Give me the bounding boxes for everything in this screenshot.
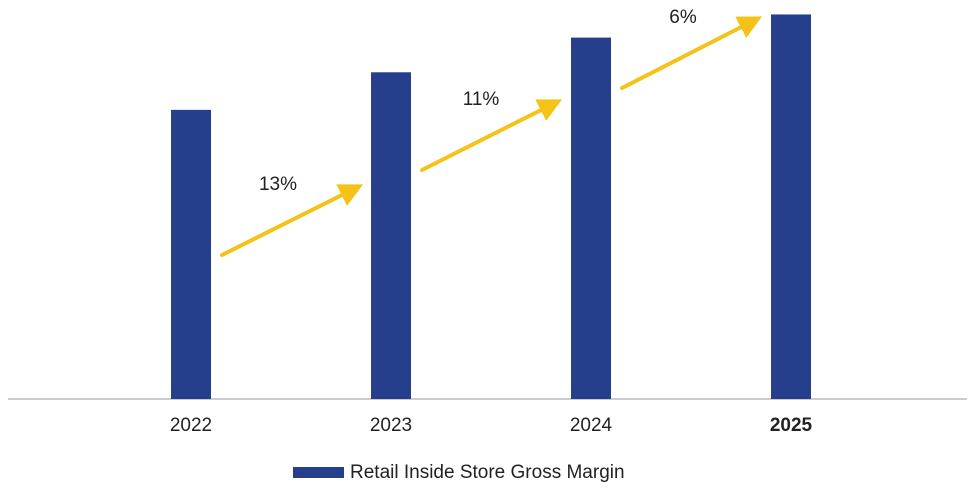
x-tick-label: 2024 [570, 415, 613, 436]
bar [771, 14, 811, 400]
growth-arrow [620, 16, 763, 90]
growth-label: 13% [259, 174, 297, 195]
bar [571, 37, 611, 400]
x-tick-label: 2022 [170, 415, 212, 436]
growth-label: 6% [669, 7, 697, 28]
growth-arrow [220, 184, 364, 257]
legend-swatch [293, 467, 344, 478]
growth-arrow [420, 99, 563, 172]
legend-label: Retail Inside Store Gross Margin [350, 462, 625, 483]
bar [371, 72, 411, 400]
x-tick-label: 2025 [770, 415, 813, 436]
growth-label: 11% [463, 89, 500, 110]
bar [171, 109, 211, 399]
x-tick-label: 2023 [370, 415, 412, 436]
